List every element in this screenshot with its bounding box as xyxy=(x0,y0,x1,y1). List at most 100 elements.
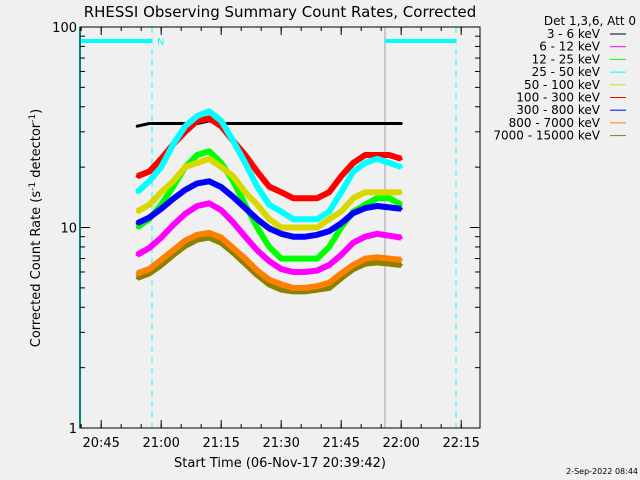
x-tick-label: 21:00 xyxy=(142,436,179,451)
data-point xyxy=(303,257,307,261)
data-point xyxy=(279,190,283,194)
data-point xyxy=(255,248,259,252)
data-point xyxy=(267,226,271,230)
data-point xyxy=(339,210,343,214)
data-point xyxy=(291,257,295,261)
data-point xyxy=(231,195,235,199)
data-point xyxy=(255,203,259,207)
data-point xyxy=(267,185,271,189)
data-point xyxy=(183,239,187,243)
data-point xyxy=(363,206,367,210)
data-point xyxy=(255,170,259,174)
data-point xyxy=(171,248,175,252)
data-point xyxy=(327,122,331,126)
data-point xyxy=(195,204,199,208)
data-point xyxy=(399,157,403,161)
data-point xyxy=(147,271,151,275)
data-point xyxy=(135,276,139,280)
data-point xyxy=(219,119,223,123)
data-point xyxy=(351,211,355,215)
data-point xyxy=(255,217,259,221)
data-point xyxy=(267,203,271,207)
data-point xyxy=(399,122,403,126)
data-point xyxy=(291,235,295,239)
data-point xyxy=(267,245,271,249)
data-point xyxy=(147,267,151,271)
data-point xyxy=(255,226,259,229)
data-point xyxy=(279,226,283,229)
data-point xyxy=(363,161,367,165)
data-point xyxy=(279,267,283,271)
data-point xyxy=(135,253,139,257)
data-point xyxy=(135,271,139,275)
y-tick-label: 10 xyxy=(60,222,77,237)
x-tick-label: 22:00 xyxy=(382,436,419,451)
data-point xyxy=(207,231,211,235)
y-tick-label: 100 xyxy=(52,21,77,36)
data-point xyxy=(351,196,355,200)
data-point xyxy=(303,270,307,274)
x-tick-label: 20:45 xyxy=(82,436,119,451)
data-point xyxy=(267,278,271,282)
data-point xyxy=(363,153,367,157)
data-point xyxy=(375,260,379,264)
data-point xyxy=(387,205,391,209)
data-point xyxy=(327,190,331,194)
data-point xyxy=(315,284,319,288)
data-point xyxy=(279,232,283,236)
data-point xyxy=(255,269,259,273)
data-point xyxy=(231,220,235,224)
data-point xyxy=(327,281,331,285)
data-point xyxy=(291,286,295,290)
legend-label: 100 - 300 keV xyxy=(516,91,600,105)
data-point xyxy=(183,212,187,216)
data-point xyxy=(351,170,355,174)
data-point xyxy=(387,262,391,266)
data-point xyxy=(195,233,199,237)
data-point xyxy=(327,263,331,267)
data-point xyxy=(303,217,307,221)
footer-timestamp: 2-Sep-2022 08:44 xyxy=(566,467,638,476)
data-point xyxy=(315,269,319,273)
data-point xyxy=(183,244,187,248)
data-point xyxy=(363,190,367,194)
data-point xyxy=(171,142,175,146)
series-line-25-50-kev xyxy=(135,108,403,223)
legend-label: 300 - 800 keV xyxy=(516,103,600,117)
data-point xyxy=(231,246,235,250)
data-point xyxy=(267,282,271,286)
y-label-sup: -1 xyxy=(28,182,38,191)
x-tick-label: 22:15 xyxy=(442,436,479,451)
y-label-part: ) xyxy=(29,109,44,114)
data-point xyxy=(135,174,139,178)
data-point xyxy=(243,161,247,165)
data-point xyxy=(159,122,163,126)
data-point xyxy=(159,263,163,267)
y-label-part: Corrected Count Rate (s xyxy=(29,191,44,348)
legend-label: 50 - 100 keV xyxy=(524,78,601,92)
data-point xyxy=(387,161,391,165)
data-point xyxy=(387,122,391,126)
data-point xyxy=(291,217,295,221)
data-point xyxy=(375,122,379,126)
data-point xyxy=(327,229,331,233)
y-tick-label: 1 xyxy=(69,422,77,437)
x-tick-label: 21:45 xyxy=(322,436,359,451)
data-point xyxy=(267,217,271,221)
data-point xyxy=(219,185,223,189)
data-point xyxy=(207,149,211,153)
data-point xyxy=(327,210,331,214)
data-point xyxy=(231,122,235,126)
data-point xyxy=(327,286,331,290)
data-point xyxy=(375,255,379,259)
data-point xyxy=(135,124,139,128)
data-point xyxy=(339,271,343,275)
data-point xyxy=(363,235,367,239)
data-point xyxy=(375,232,379,236)
data-point xyxy=(303,122,307,126)
data-point xyxy=(159,236,163,240)
data-point xyxy=(135,226,139,229)
data-point xyxy=(219,165,223,169)
data-point xyxy=(195,238,199,242)
